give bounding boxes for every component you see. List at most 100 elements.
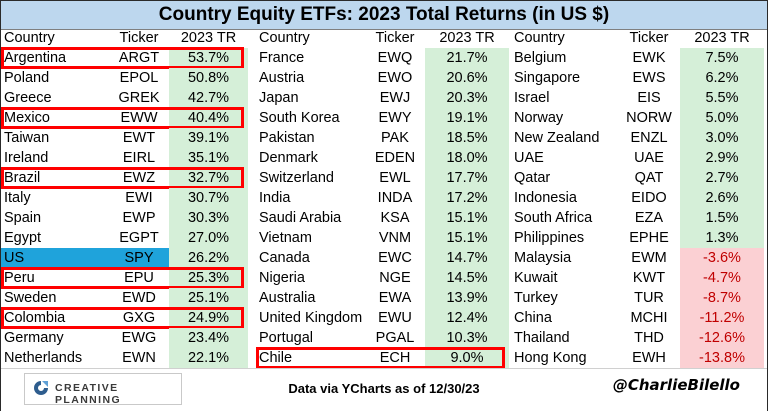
country-cell: Pakistan	[259, 130, 315, 146]
country-cell: India	[259, 190, 291, 206]
country-cell: Austria	[259, 70, 305, 86]
return-cell: -8.7%	[680, 288, 764, 308]
table-row: Egypt EGPT 27.0%	[1, 228, 255, 248]
return-cell: 6.2%	[680, 68, 764, 88]
country-cell: Switzerland	[259, 170, 334, 186]
return-cell: 9.0%	[425, 348, 509, 368]
table-row: Qatar QAT 2.7%	[511, 168, 765, 188]
table-row: Vietnam VNM 15.1%	[256, 228, 510, 248]
return-cell: 25.3%	[169, 268, 248, 288]
header-country: Country	[514, 30, 565, 46]
return-cell: 1.3%	[680, 228, 764, 248]
ticker-cell: NORW	[626, 110, 672, 126]
etf-table-2: Country Ticker 2023 TR France EWQ 21.7% Austri…	[256, 29, 510, 369]
return-cell: 7.5%	[680, 48, 764, 68]
ticker-cell: EWJ	[379, 90, 411, 106]
ticker-cell: KSA	[380, 210, 410, 226]
country-cell: Singapore	[514, 70, 581, 86]
ticker-cell: VNM	[378, 230, 412, 246]
return-cell: 18.0%	[425, 148, 509, 168]
table-row: Netherlands EWN 22.1%	[1, 348, 255, 368]
return-cell: 20.6%	[425, 68, 509, 88]
ticker-cell: MCHI	[630, 310, 668, 326]
header-2023-tr: 2023 TR	[439, 30, 495, 46]
country-cell: US	[4, 250, 25, 266]
country-cell: Spain	[4, 210, 42, 226]
return-cell: 13.9%	[425, 288, 509, 308]
ticker-cell: PGAL	[375, 330, 415, 346]
return-cell: 30.7%	[169, 188, 248, 208]
us-row-highlight	[1, 248, 169, 268]
country-cell: Poland	[4, 70, 50, 86]
table-row: Singapore EWS 6.2%	[511, 68, 765, 88]
return-cell: 30.3%	[169, 208, 248, 228]
ticker-cell: THD	[634, 330, 664, 346]
ticker-cell: EWN	[122, 350, 156, 366]
country-cell: Mexico	[4, 110, 50, 126]
return-cell: 5.0%	[680, 108, 764, 128]
ticker-cell: EWQ	[377, 50, 413, 66]
table-row: China MCHI -11.2%	[511, 308, 765, 328]
country-cell: South Africa	[514, 210, 593, 226]
table-row: Japan EWJ 20.3%	[256, 88, 510, 108]
return-cell: 14.7%	[425, 248, 509, 268]
ticker-cell: UAE	[634, 150, 664, 166]
ticker-cell: TUR	[634, 290, 664, 306]
return-cell: 17.2%	[425, 188, 509, 208]
table-row: Hong Kong EWH -13.8%	[511, 348, 765, 368]
table-header: Country Ticker 2023 TR	[511, 29, 765, 48]
ticker-cell: GXG	[122, 310, 156, 326]
return-cell: 19.1%	[425, 108, 509, 128]
ticker-cell: EIS	[637, 90, 661, 106]
table-row: Italy EWI 30.7%	[1, 188, 255, 208]
return-cell: 20.3%	[425, 88, 509, 108]
ticker-cell: EZA	[634, 210, 664, 226]
country-cell: New Zealand	[514, 130, 600, 146]
return-cell: 15.1%	[425, 228, 509, 248]
logo-text: CREATIVE PLANNING	[55, 382, 122, 406]
table-row: Austria EWO 20.6%	[256, 68, 510, 88]
table-row: Turkey TUR -8.7%	[511, 288, 765, 308]
table-row: Portugal PGAL 10.3%	[256, 328, 510, 348]
return-cell: 3.0%	[680, 128, 764, 148]
table-row: Thailand THD -12.6%	[511, 328, 765, 348]
table-row: Switzerland EWL 17.7%	[256, 168, 510, 188]
ticker-cell: EWU	[378, 310, 412, 326]
ticker-cell: EDEN	[374, 150, 416, 166]
country-cell: Philippines	[514, 230, 585, 246]
country-cell: Netherlands	[4, 350, 83, 366]
country-cell: Malaysia	[514, 250, 572, 266]
table-row: Australia EWA 13.9%	[256, 288, 510, 308]
ticker-cell: EWD	[122, 290, 156, 306]
country-cell: Taiwan	[4, 130, 50, 146]
ticker-cell: EWI	[125, 190, 153, 206]
return-cell: 22.1%	[169, 348, 248, 368]
page-title: Country Equity ETFs: 2023 Total Returns …	[1, 1, 767, 30]
ticker-cell: EWC	[378, 250, 412, 266]
country-cell: Saudi Arabia	[259, 210, 342, 226]
table-row: Norway NORW 5.0%	[511, 108, 765, 128]
country-cell: Norway	[514, 110, 564, 126]
country-cell: Colombia	[4, 310, 66, 326]
return-cell: 27.0%	[169, 228, 248, 248]
ticker-cell: ARGT	[118, 50, 160, 66]
return-cell: 12.4%	[425, 308, 509, 328]
country-cell: Portugal	[259, 330, 314, 346]
ticker-cell: SPY	[124, 250, 154, 266]
table-row: Pakistan PAK 18.5%	[256, 128, 510, 148]
country-cell: Nigeria	[259, 270, 305, 286]
country-cell: Israel	[514, 90, 550, 106]
ticker-cell: PAK	[381, 130, 409, 146]
table-row: Kuwait KWT -4.7%	[511, 268, 765, 288]
country-cell: Belgium	[514, 50, 567, 66]
country-cell: Greece	[4, 90, 52, 106]
return-cell: 40.4%	[169, 108, 248, 128]
return-cell: 2.9%	[680, 148, 764, 168]
header-ticker: Ticker	[119, 30, 159, 46]
table-row: South Africa EZA 1.5%	[511, 208, 765, 228]
table-row: Spain EWP 30.3%	[1, 208, 255, 228]
return-cell: 21.7%	[425, 48, 509, 68]
ticker-cell: EIRL	[122, 150, 156, 166]
table-row: Colombia GXG 24.9%	[1, 307, 255, 329]
ticker-cell: EGPT	[119, 230, 159, 246]
